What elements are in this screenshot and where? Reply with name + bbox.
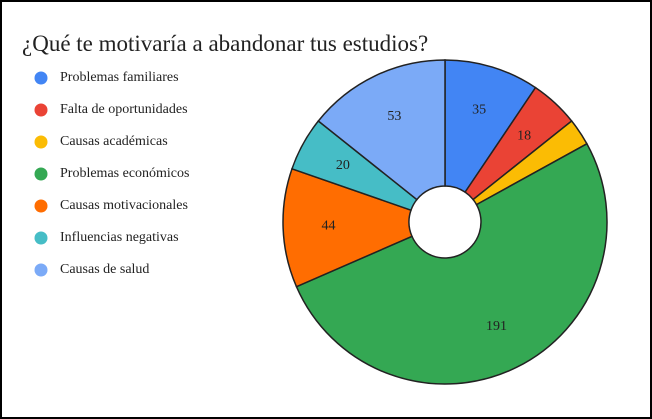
legend-label: Problemas económicos [60,166,189,181]
data-label: 191 [486,319,507,334]
legend-label: Falta de oportunidades [60,102,188,117]
legend-swatch [34,231,48,245]
legend-swatch [34,199,48,213]
legend-label: Causas motivacionales [60,198,188,213]
data-label: 35 [472,103,486,118]
donut-slice [317,59,446,201]
legend-label: Influencias negativas [60,230,179,245]
data-label: 18 [517,128,531,143]
legend-swatch [34,263,48,277]
legend-label: Causas académicas [60,134,168,149]
legend-swatch [34,103,48,117]
legend-swatch [34,167,48,181]
legend-label: Problemas familiares [60,70,179,85]
donut-slice [295,142,608,385]
legend-swatch [34,71,48,85]
data-label: 20 [336,158,350,173]
donut-slice [282,167,413,288]
data-label: 53 [387,109,401,124]
chart-title: ¿Qué te motivaría a abandonar tus estudi… [22,31,428,56]
legend-label: Causas de salud [60,262,149,277]
data-label: 44 [321,219,335,234]
legend-swatch [34,135,48,149]
donut-slice [444,59,537,194]
